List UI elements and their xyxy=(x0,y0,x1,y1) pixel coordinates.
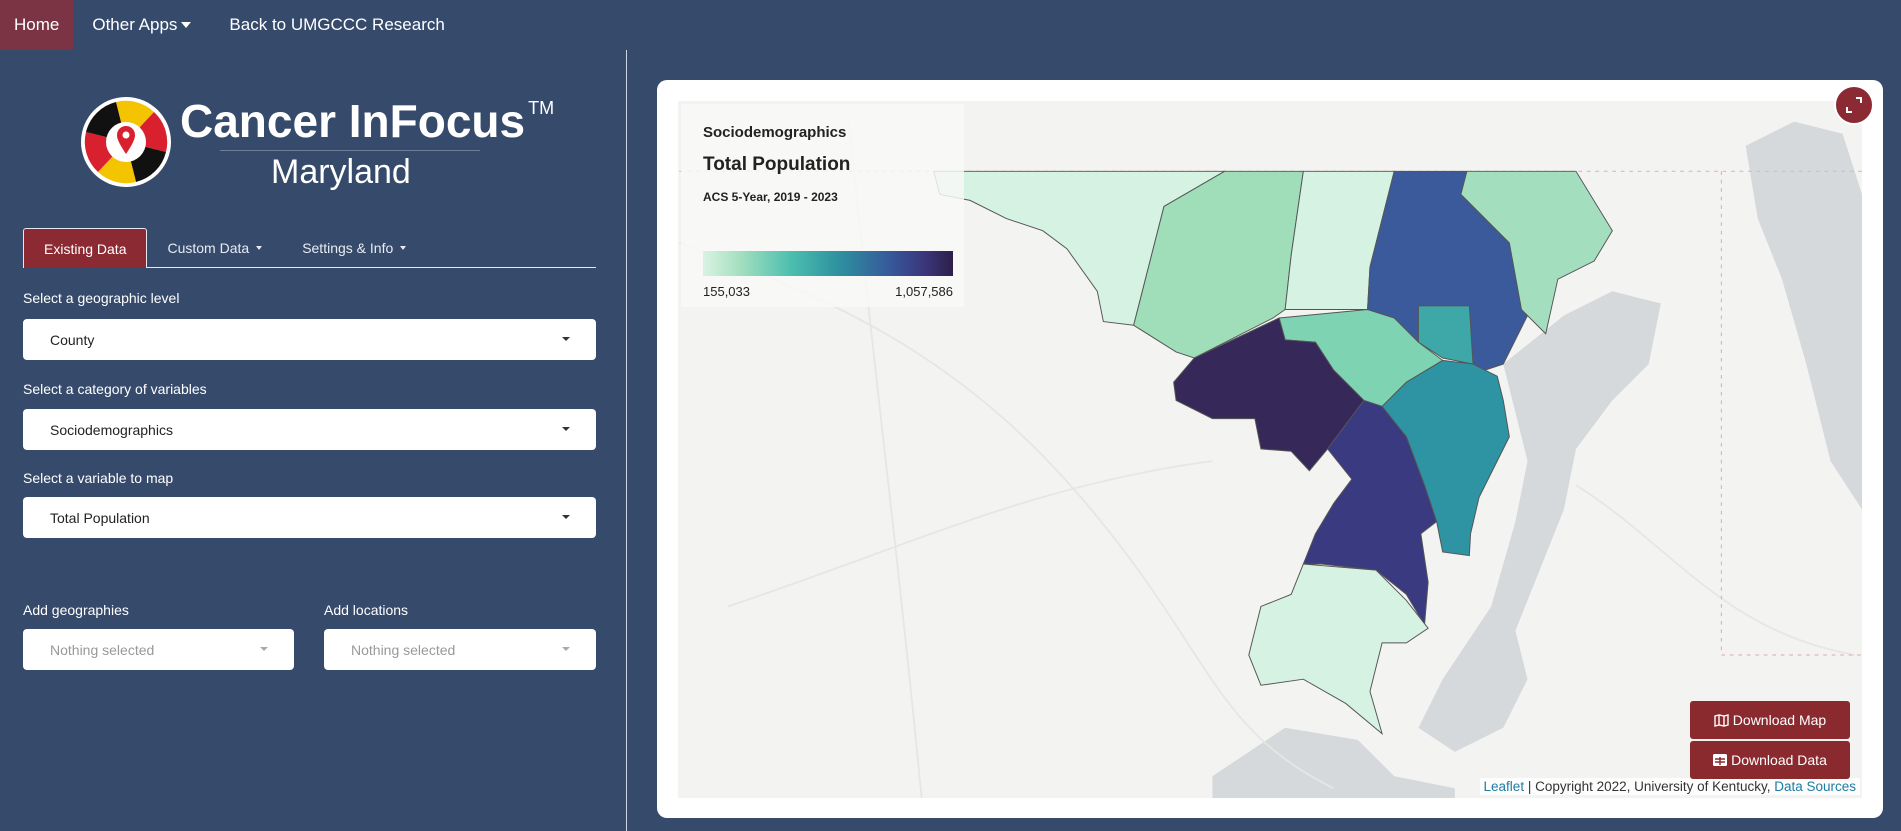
map-legend: Sociodemographics Total Population ACS 5… xyxy=(681,104,964,307)
add-locations-label: Add locations xyxy=(324,602,409,618)
legend-max: 1,057,586 xyxy=(895,284,953,299)
nav-other-apps-label: Other Apps xyxy=(92,15,178,34)
caret-down-icon xyxy=(260,647,268,651)
leaflet-map[interactable]: Sociodemographics Total Population ACS 5… xyxy=(678,101,1862,798)
caret-down-icon xyxy=(562,515,570,519)
caret-down-icon xyxy=(400,246,407,250)
category-select[interactable]: Sociodemographics xyxy=(23,409,596,450)
category-label: Select a category of variables xyxy=(23,381,207,397)
nav-home[interactable]: Home xyxy=(0,0,74,50)
expand-icon xyxy=(1846,97,1862,113)
fullscreen-button[interactable] xyxy=(1834,85,1874,125)
caret-down-icon xyxy=(256,246,263,250)
caret-down-icon xyxy=(562,647,570,651)
variable-select[interactable]: Total Population xyxy=(23,497,596,538)
tab-custom-data-label: Custom Data xyxy=(167,240,250,256)
county-montgomery xyxy=(1173,317,1365,472)
logo-trademark: TM xyxy=(528,98,555,118)
add-geographies-placeholder: Nothing selected xyxy=(50,641,155,658)
variable-label: Select a variable to map xyxy=(23,470,174,486)
legend-category: Sociodemographics xyxy=(703,124,847,141)
download-data-label: Download Data xyxy=(1731,752,1827,768)
copyright-text: | Copyright 2022, University of Kentucky… xyxy=(1524,779,1775,794)
county-harford xyxy=(1460,170,1613,335)
map-icon xyxy=(1714,713,1729,727)
nav-back-umgccc[interactable]: Back to UMGCCC Research xyxy=(229,15,445,34)
sidebar-tabs: Existing Data Custom Data Settings & Inf… xyxy=(23,228,596,268)
add-locations-select[interactable]: Nothing selected xyxy=(324,629,596,670)
variable-value: Total Population xyxy=(50,509,150,526)
caret-down-icon xyxy=(181,22,192,28)
download-data-button[interactable]: Download Data xyxy=(1690,741,1850,779)
logo-subtitle: Maryland xyxy=(271,153,411,191)
tab-existing-data[interactable]: Existing Data xyxy=(23,228,148,268)
add-geographies-label: Add geographies xyxy=(23,602,129,618)
sidebar-divider xyxy=(626,50,627,831)
legend-variable: Total Population xyxy=(703,154,851,175)
legend-source: ACS 5-Year, 2019 - 2023 xyxy=(703,190,838,204)
geo-level-select[interactable]: County xyxy=(23,319,596,360)
add-locations-placeholder: Nothing selected xyxy=(351,641,456,658)
map-layer xyxy=(678,121,1862,798)
tab-settings-info-label: Settings & Info xyxy=(302,240,394,256)
geo-level-value: County xyxy=(50,331,95,348)
category-value: Sociodemographics xyxy=(50,421,173,438)
download-map-button[interactable]: Download Map xyxy=(1690,701,1850,739)
geo-level-label: Select a geographic level xyxy=(23,290,180,306)
table-icon xyxy=(1713,754,1728,766)
state-border xyxy=(1720,171,1862,656)
app-logo: Cancer InFocus TM Maryland xyxy=(80,96,580,196)
data-sources-link[interactable]: Data Sources xyxy=(1774,779,1856,794)
county-polygons[interactable] xyxy=(933,170,1613,736)
leaflet-link[interactable]: Leaflet xyxy=(1483,779,1525,794)
tab-settings-info[interactable]: Settings & Info xyxy=(282,228,426,268)
logo-pinwheel-icon xyxy=(81,97,171,187)
logo-title: Cancer InFocus xyxy=(180,95,526,147)
county-charles xyxy=(1248,563,1429,736)
top-navbar: Home Other Apps Back to UMGCCC Research xyxy=(0,0,1901,50)
map-attribution: Leaflet | Copyright 2022, University of … xyxy=(1479,778,1860,795)
logo-rule xyxy=(220,150,480,151)
caret-down-icon xyxy=(562,337,570,341)
county-prince-georges xyxy=(1302,399,1438,627)
county-baltimore-city xyxy=(1417,305,1474,365)
add-geographies-select[interactable]: Nothing selected xyxy=(23,629,294,670)
nav-other-apps[interactable]: Other Apps xyxy=(73,0,210,50)
water-features xyxy=(1212,121,1862,798)
logo-title-row: Cancer InFocus TM xyxy=(180,96,554,146)
caret-down-icon xyxy=(562,427,570,431)
legend-color-ramp xyxy=(703,251,953,276)
download-map-label: Download Map xyxy=(1732,712,1827,728)
tab-custom-data[interactable]: Custom Data xyxy=(147,228,282,268)
legend-min: 155,033 xyxy=(703,284,750,299)
